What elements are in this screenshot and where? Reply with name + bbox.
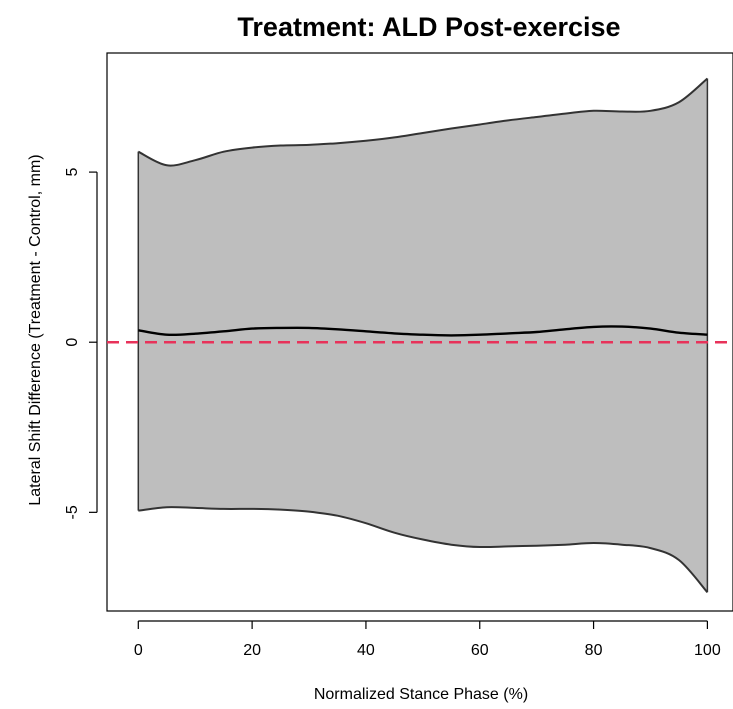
band-lower-line [138, 506, 709, 593]
y-tick-label: -5 [64, 505, 81, 519]
y-axis: -5 0 5 [64, 168, 98, 519]
x-tick-label: 0 [134, 642, 143, 659]
mean-difference-line [138, 325, 708, 337]
y-tick-label: 5 [64, 168, 81, 177]
x-axis: 0 20 40 60 80 100 [134, 620, 721, 659]
y-tick-label: 0 [64, 338, 81, 347]
band-upper-line [137, 77, 709, 167]
x-tick-label: 60 [471, 642, 489, 659]
plot-frame [106, 52, 733, 612]
x-tick-label: 80 [585, 642, 603, 659]
x-axis-label: Normalized Stance Phase (%) [314, 686, 528, 703]
chart-title: Treatment: ALD Post-exercise [237, 12, 620, 42]
y-axis-label: Lateral Shift Difference (Treatment - Co… [27, 154, 44, 505]
x-tick-label: 100 [694, 642, 721, 659]
x-tick-label: 40 [357, 642, 375, 659]
x-tick-label: 20 [243, 642, 261, 659]
